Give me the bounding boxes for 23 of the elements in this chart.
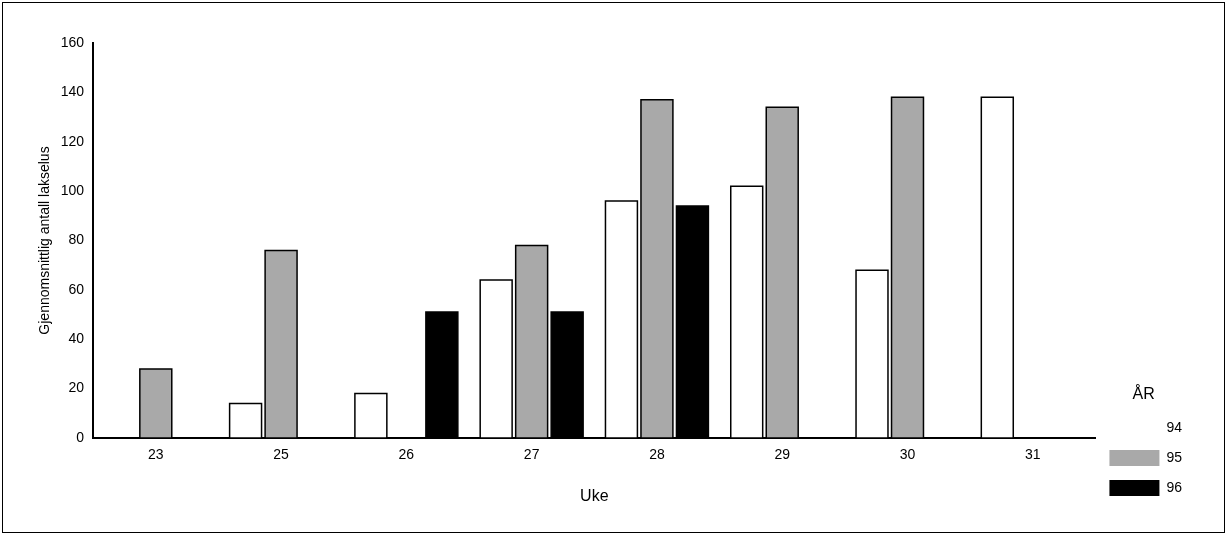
legend-title: ÅR [1132, 384, 1155, 403]
y-tick-label: 40 [68, 330, 85, 347]
legend-label: 96 [1166, 478, 1183, 495]
y-tick-label: 100 [60, 181, 85, 198]
x-tick-label: 23 [148, 446, 164, 463]
x-tick-label: 31 [1025, 446, 1041, 463]
y-tick-label: 60 [68, 280, 85, 297]
y-tick-label: 160 [60, 33, 85, 50]
x-tick-label: 28 [649, 446, 665, 463]
y-axis-title: Gjennomsnittlig antall lakselus [36, 146, 53, 335]
y-tick-label: 120 [60, 132, 85, 149]
x-tick-label: 26 [398, 446, 415, 463]
x-tick-label: 30 [899, 446, 916, 463]
x-axis-title: Uke [580, 486, 609, 504]
y-tick-label: 0 [76, 428, 85, 445]
y-tick-label: 140 [60, 83, 85, 100]
text: 94 [1166, 418, 1183, 435]
legend-label: 95 [1166, 448, 1183, 465]
x-tick-label: 29 [774, 446, 791, 463]
x-tick-label: 25 [273, 446, 290, 463]
y-tick-label: 20 [68, 379, 85, 396]
y-tick-label: 80 [68, 231, 85, 248]
x-tick-label: 27 [523, 446, 540, 463]
